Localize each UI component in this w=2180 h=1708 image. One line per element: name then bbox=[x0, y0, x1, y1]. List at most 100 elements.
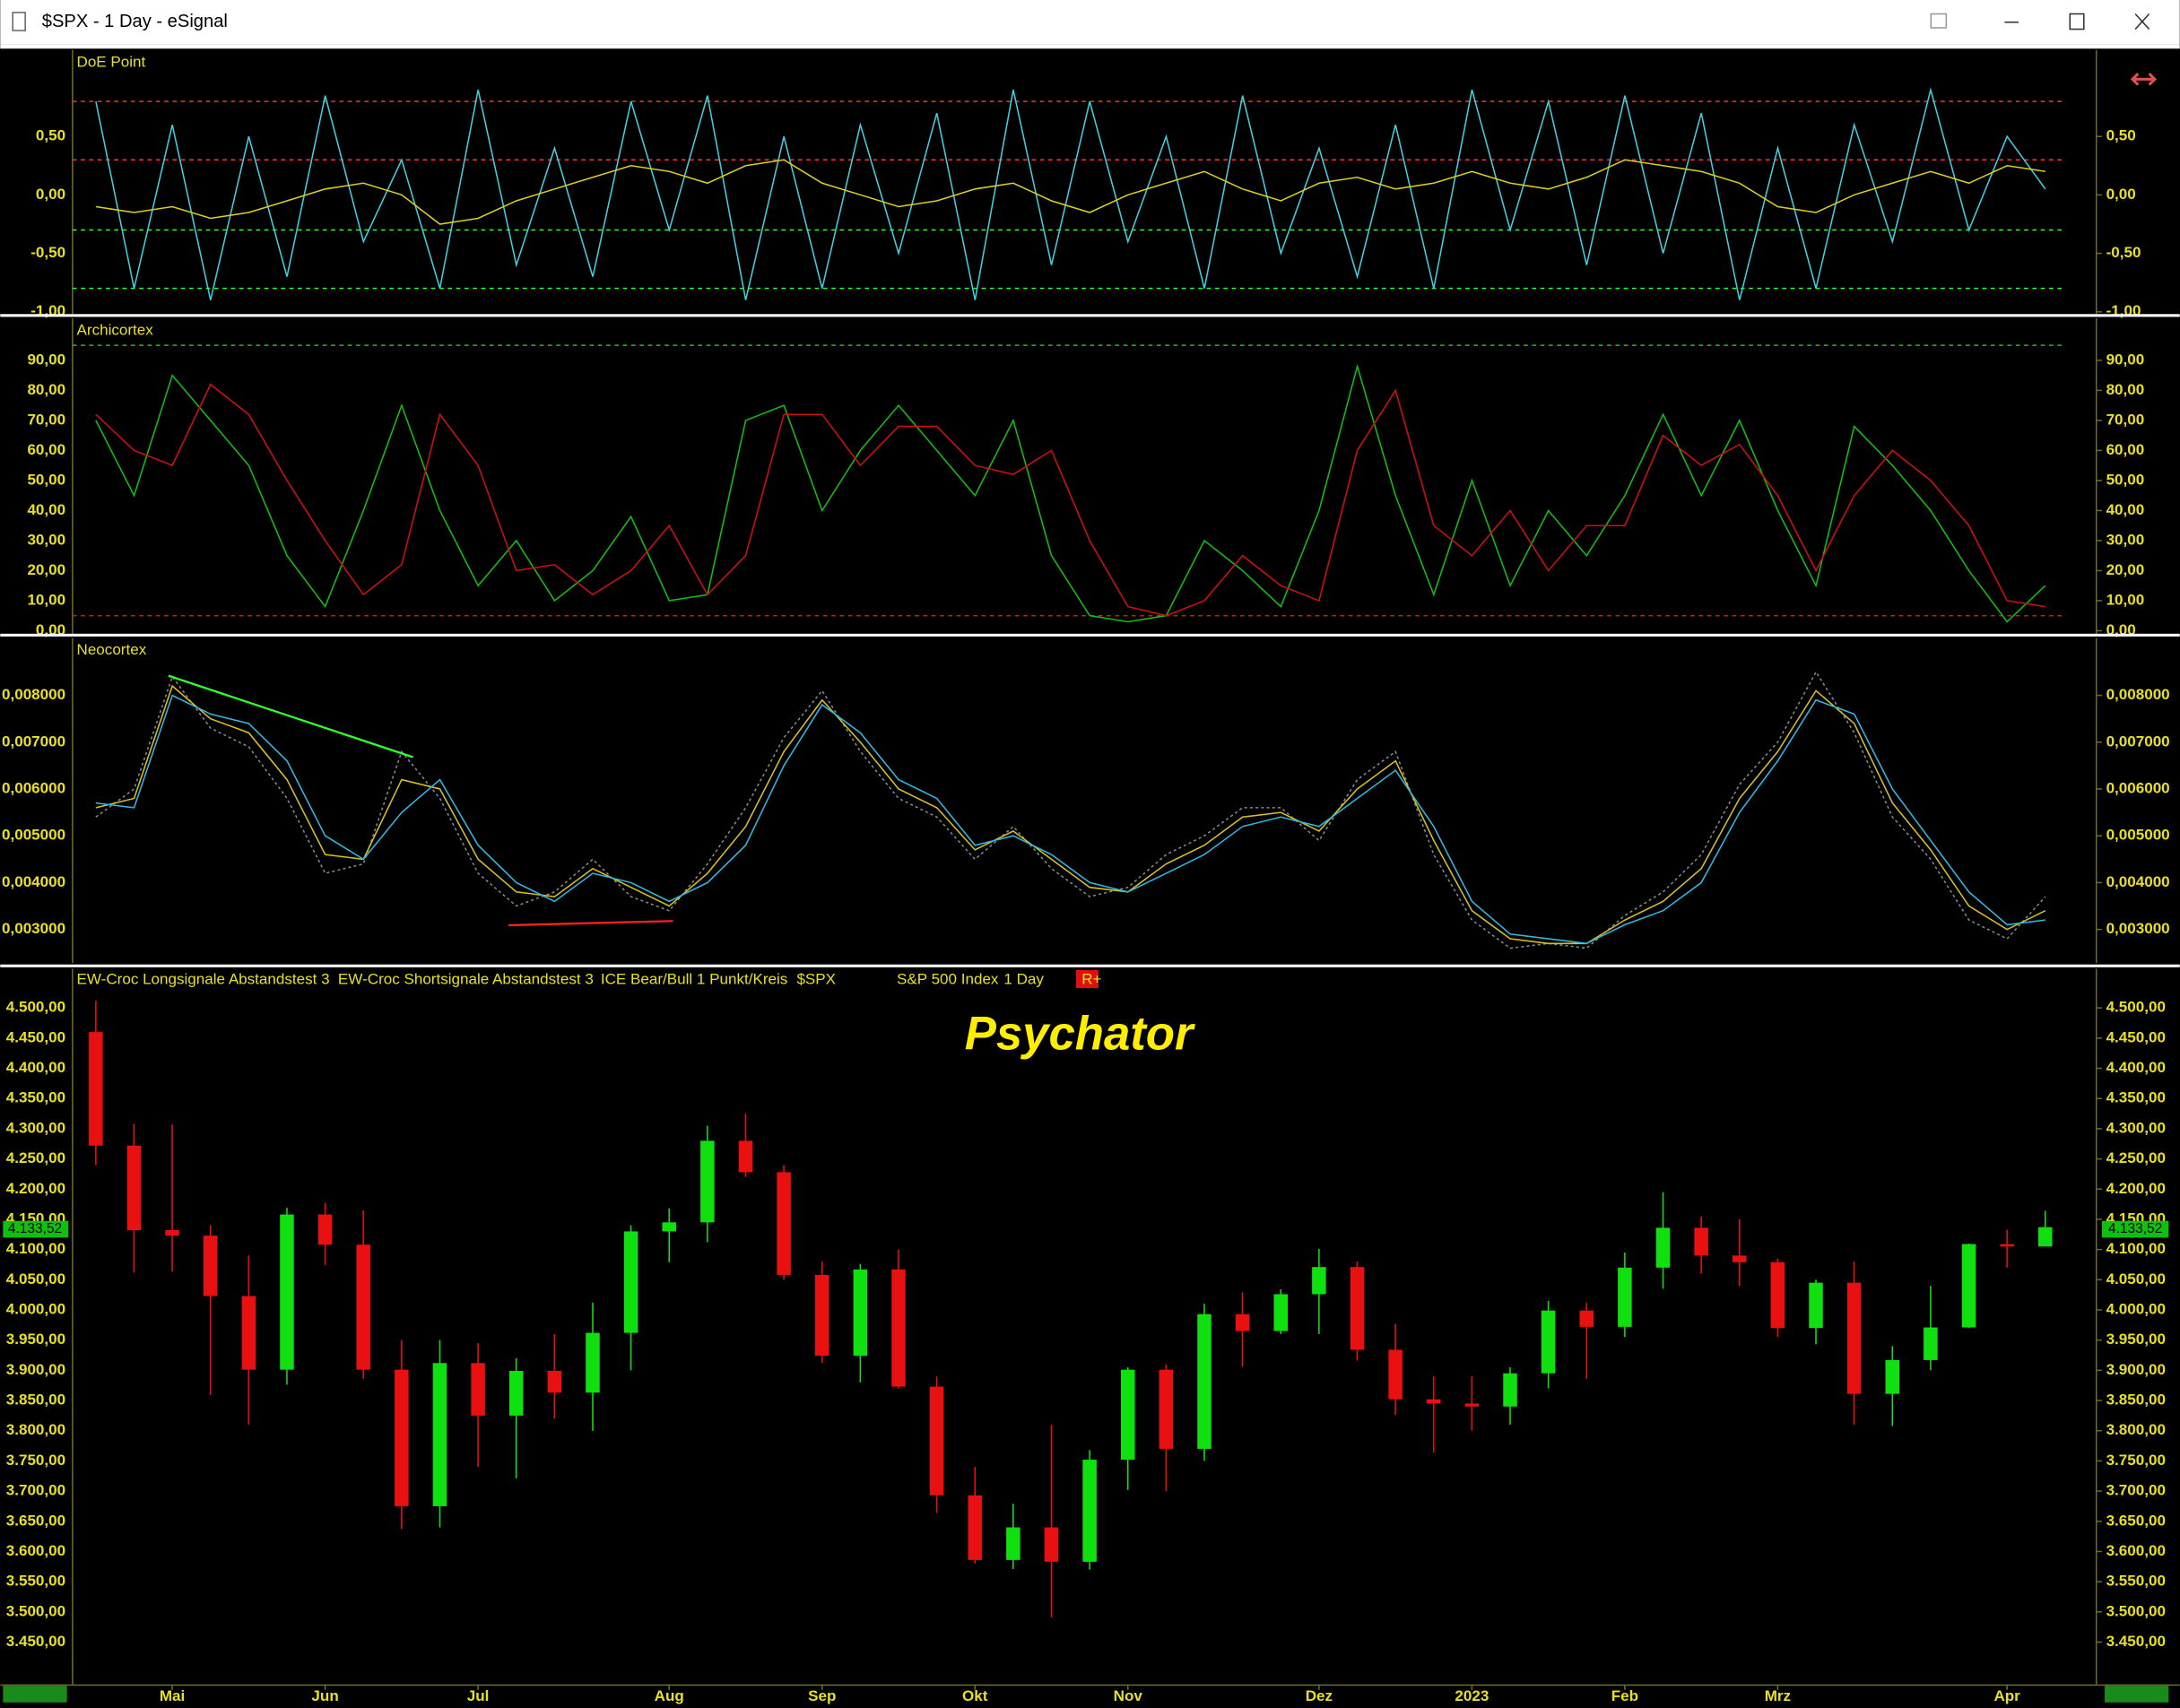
candle-body bbox=[700, 1140, 715, 1223]
x-tick-label: Mai bbox=[160, 1687, 185, 1704]
y-tick-label-right: 80,00 bbox=[2106, 381, 2145, 398]
y-tick-label-left: 0,003000 bbox=[2, 920, 65, 937]
y-tick-label-left: 4.000,00 bbox=[6, 1300, 65, 1317]
candle-body bbox=[1846, 1282, 1862, 1394]
y-tick-label-right: 4.050,00 bbox=[2106, 1270, 2166, 1288]
x-tick-label: Sep bbox=[808, 1687, 836, 1704]
y-tick-label-right: 3.800,00 bbox=[2106, 1421, 2166, 1438]
y-tick-label-left: 3.500,00 bbox=[6, 1602, 65, 1619]
y-tick-label-right: 50,00 bbox=[2106, 471, 2145, 488]
candle-body bbox=[1961, 1244, 1976, 1328]
indicator-line bbox=[95, 670, 2046, 949]
candle-body bbox=[1541, 1310, 1556, 1374]
y-tick-label-right: 0,005000 bbox=[2106, 827, 2170, 844]
panel-separator bbox=[0, 314, 2180, 317]
axis-strip bbox=[0, 1684, 2180, 1686]
candle-body bbox=[508, 1371, 524, 1416]
y-tick-label-right: 4.250,00 bbox=[2106, 1149, 2166, 1166]
candle-body bbox=[1235, 1314, 1250, 1331]
candle-body bbox=[432, 1363, 447, 1506]
x-tick-label: Okt bbox=[962, 1687, 988, 1704]
y-tick-label-left: 4.500,00 bbox=[6, 999, 65, 1016]
y-tick-label-right: 3.500,00 bbox=[2106, 1602, 2166, 1619]
candle-body bbox=[1503, 1373, 1517, 1407]
y-tick-label-left: 4.250,00 bbox=[6, 1149, 65, 1166]
y-tick-label-right: 4.200,00 bbox=[2106, 1180, 2166, 1197]
y-tick-label-right: 3.600,00 bbox=[2106, 1542, 2166, 1559]
maximize-button[interactable] bbox=[2069, 13, 2085, 30]
legend-item: EW-Croc Shortsignale Abstandstest 3 bbox=[338, 970, 594, 987]
restore-tab-button[interactable] bbox=[1930, 13, 1948, 29]
y-tick-label-right: 0,004000 bbox=[2106, 873, 2170, 890]
candle-body bbox=[738, 1140, 753, 1173]
candle-body bbox=[1006, 1527, 1021, 1560]
legend-item: EW-Croc Longsignale Abstandstest 3 bbox=[77, 970, 330, 987]
candle-body bbox=[929, 1386, 944, 1496]
y-tick-label-right: 10,00 bbox=[2106, 591, 2145, 608]
x-tick-label: Aug bbox=[655, 1687, 684, 1704]
right-corner-box bbox=[2105, 1686, 2169, 1703]
y-tick-label-right: 0,008000 bbox=[2106, 686, 2170, 703]
candle-body bbox=[586, 1332, 600, 1393]
y-tick-label-left: 3.850,00 bbox=[6, 1392, 65, 1409]
candle-body bbox=[814, 1274, 829, 1357]
y-tick-label-right: 3.950,00 bbox=[2106, 1331, 2166, 1348]
y-tick-label-right: 0,50 bbox=[2106, 127, 2136, 144]
candle-body bbox=[891, 1269, 906, 1387]
y-tick-label-right: 3.900,00 bbox=[2106, 1361, 2166, 1378]
y-tick-label-left: -0,50 bbox=[30, 244, 65, 261]
candle-body bbox=[471, 1363, 485, 1416]
y-tick-label-right: 0,006000 bbox=[2106, 780, 2170, 797]
candle-body bbox=[89, 1032, 103, 1146]
candle-body bbox=[1044, 1527, 1059, 1562]
y-tick-label-left: 60,00 bbox=[27, 441, 65, 458]
candle-body bbox=[1770, 1261, 1785, 1329]
y-tick-label-left: 0,00 bbox=[36, 186, 65, 203]
y-tick-label-right: 30,00 bbox=[2106, 531, 2145, 548]
y-tick-label-left: 90,00 bbox=[27, 351, 65, 368]
window-title: $SPX - 1 Day - eSignal bbox=[42, 12, 228, 31]
close-button[interactable] bbox=[2134, 13, 2150, 30]
legend-item: 1 Day bbox=[1003, 970, 1044, 987]
y-tick-label-right: 90,00 bbox=[2106, 351, 2145, 368]
candle-body bbox=[662, 1222, 676, 1232]
x-tick-label: Dez bbox=[1306, 1687, 1333, 1704]
y-tick-label-left: 0,004000 bbox=[2, 873, 65, 890]
y-tick-label-left: 3.950,00 bbox=[6, 1331, 65, 1348]
last-price-right: 4.133,52 bbox=[2108, 1221, 2162, 1236]
x-tick-label: Nov bbox=[1114, 1687, 1143, 1704]
y-tick-label-right: 70,00 bbox=[2106, 411, 2145, 428]
candle-body bbox=[1809, 1282, 1823, 1329]
candle-body bbox=[1885, 1359, 1900, 1394]
x-tick-label: Mrz bbox=[1765, 1687, 1791, 1704]
left-corner-box bbox=[3, 1686, 67, 1703]
title-bar bbox=[0, 0, 2180, 45]
legend-item: S&P 500 Index bbox=[897, 970, 999, 987]
candle-body bbox=[241, 1296, 256, 1370]
candle-body bbox=[1197, 1314, 1212, 1449]
y-tick-label-left: 3.450,00 bbox=[6, 1633, 65, 1650]
y-tick-label-left: 4.200,00 bbox=[6, 1180, 65, 1197]
y-tick-label-left: 0,005000 bbox=[2, 827, 65, 844]
indicator-line bbox=[95, 684, 2046, 945]
y-tick-label-right: 3.450,00 bbox=[2106, 1633, 2166, 1650]
candle-body bbox=[1618, 1267, 1632, 1327]
y-tick-label-left: 3.600,00 bbox=[6, 1542, 65, 1559]
candle-body bbox=[1655, 1227, 1671, 1268]
y-tick-label-left: 4.450,00 bbox=[6, 1028, 65, 1045]
y-tick-label-right: 3.550,00 bbox=[2106, 1573, 2166, 1590]
indicator-line bbox=[95, 363, 2046, 623]
x-tick-label: 2023 bbox=[1455, 1687, 1489, 1704]
y-tick-label-left: 3.700,00 bbox=[6, 1482, 65, 1499]
candle-body bbox=[1350, 1267, 1365, 1350]
y-tick-label-left: 3.900,00 bbox=[6, 1361, 65, 1378]
y-tick-label-left: 3.800,00 bbox=[6, 1421, 65, 1438]
panel-label: Neocortex bbox=[77, 641, 147, 658]
y-tick-label-right: 3.700,00 bbox=[2106, 1482, 2166, 1499]
y-tick-label-right: 0,003000 bbox=[2106, 920, 2170, 937]
y-tick-label-left: 0,008000 bbox=[2, 686, 65, 703]
y-tick-label-left: 4.300,00 bbox=[6, 1119, 65, 1136]
candle-body bbox=[126, 1145, 142, 1231]
y-tick-label-left: 70,00 bbox=[27, 411, 65, 428]
scroll-icon[interactable] bbox=[2130, 73, 2158, 86]
